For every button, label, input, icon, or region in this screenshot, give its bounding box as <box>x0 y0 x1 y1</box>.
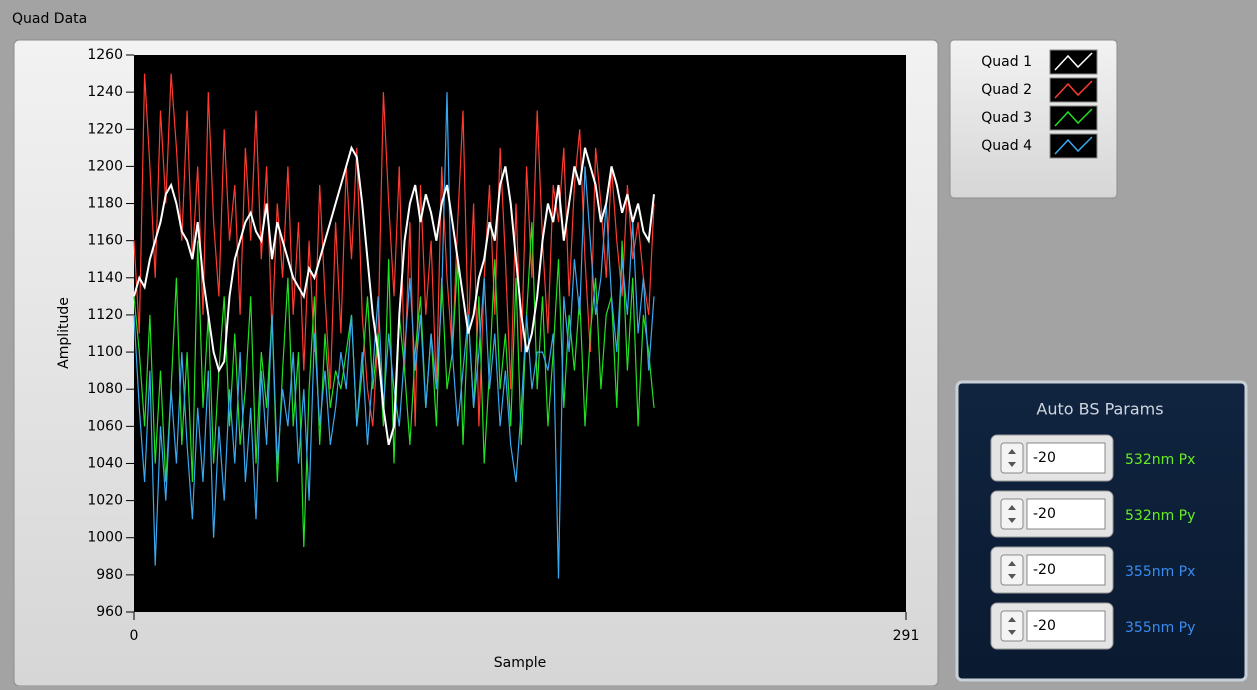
y-tick-label: 1040 <box>87 455 123 471</box>
numeric-value: -20 <box>1033 506 1056 522</box>
param-label: 355nm Px <box>1125 564 1195 580</box>
spin-button[interactable] <box>1000 554 1024 586</box>
param-label: 355nm Py <box>1125 620 1195 636</box>
legend-label: Quad 4 <box>981 138 1032 154</box>
numeric-value: -20 <box>1033 450 1056 466</box>
spin-arrows <box>1008 561 1016 579</box>
legend-icon <box>1054 52 1093 71</box>
numeric-field[interactable] <box>1026 442 1106 474</box>
spin-button[interactable] <box>1000 498 1024 530</box>
y-tick-label: 1080 <box>87 381 123 397</box>
y-tick-label: 1220 <box>87 121 123 137</box>
plot-area <box>134 55 906 612</box>
numeric-field[interactable] <box>1026 554 1106 586</box>
param-label: 532nm Px <box>1125 452 1195 468</box>
param-label: 532nm Py <box>1125 508 1195 524</box>
spin-arrows <box>1008 505 1016 523</box>
numeric-field[interactable] <box>1026 498 1106 530</box>
y-tick-label: 1020 <box>87 493 123 509</box>
y-tick-label: 1180 <box>87 196 123 212</box>
series-line <box>133 222 655 548</box>
y-tick-label: 1260 <box>87 47 123 63</box>
x-tick-label: 291 <box>893 628 920 644</box>
numeric-value: -20 <box>1033 618 1056 634</box>
legend-label: Quad 2 <box>981 82 1032 98</box>
series-line <box>133 73 655 427</box>
numeric-value: -20 <box>1033 562 1056 578</box>
legend-icon <box>1054 108 1093 127</box>
y-tick-label: 1000 <box>87 530 123 546</box>
y-tick-label: 1100 <box>87 344 123 360</box>
numeric-field[interactable] <box>1026 610 1106 642</box>
series-line <box>133 92 655 579</box>
x-tick-label: 0 <box>130 628 139 644</box>
x-axis-label: Sample <box>494 655 547 671</box>
y-tick-label: 980 <box>96 567 123 583</box>
legend-icon <box>1054 80 1093 99</box>
y-tick-label: 1160 <box>87 233 123 249</box>
spin-button[interactable] <box>1000 442 1024 474</box>
y-tick-label: 1060 <box>87 418 123 434</box>
legend-label: Quad 1 <box>981 54 1032 70</box>
spin-arrows <box>1008 617 1016 635</box>
series-line <box>133 145 655 446</box>
y-tick-label: 1120 <box>87 307 123 323</box>
y-tick-label: 1200 <box>87 158 123 174</box>
spin-arrows <box>1008 449 1016 467</box>
legend-icon <box>1054 136 1093 155</box>
panel-label: Quad Data <box>12 11 87 27</box>
y-tick-label: 1140 <box>87 270 123 286</box>
y-axis-label: Amplitude <box>56 297 72 369</box>
y-tick-label: 1240 <box>87 84 123 100</box>
params-title: Auto BS Params <box>1036 400 1163 419</box>
spin-button[interactable] <box>1000 610 1024 642</box>
y-tick-label: 960 <box>96 604 123 620</box>
legend-label: Quad 3 <box>981 110 1032 126</box>
